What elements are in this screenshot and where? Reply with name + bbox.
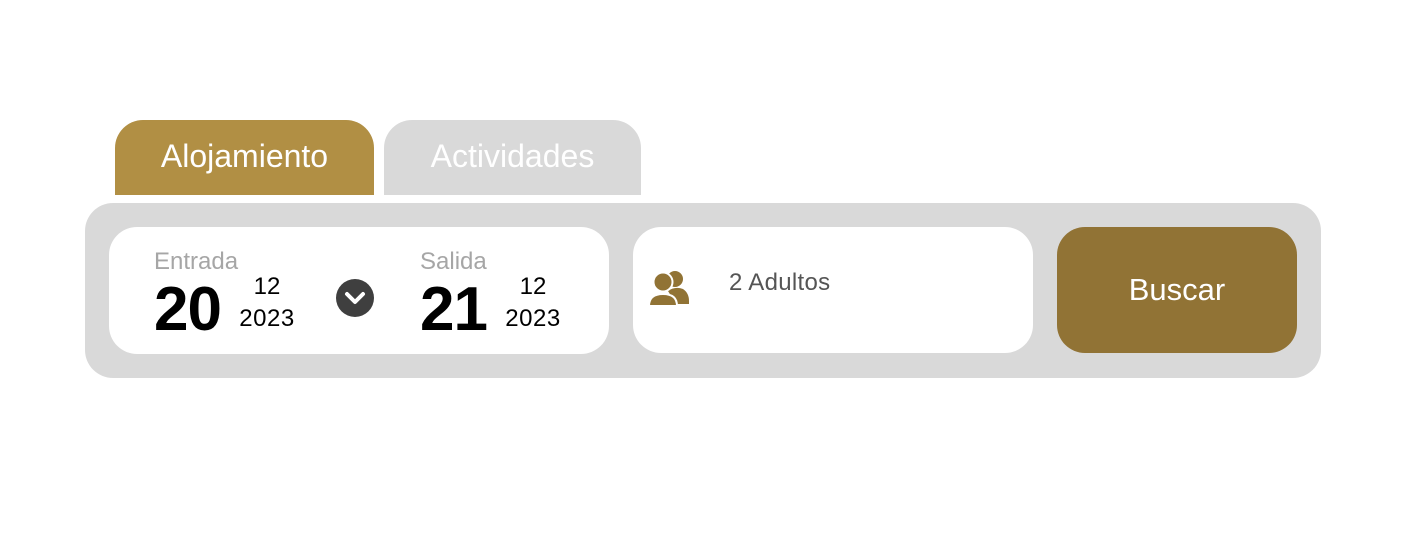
tab-accommodation[interactable]: Alojamiento — [115, 120, 374, 195]
tab-activities[interactable]: Actividades — [384, 120, 641, 195]
users-icon — [647, 269, 690, 309]
guests-value: 2 Adultos — [729, 269, 831, 296]
checkout-day: 21 — [420, 275, 488, 344]
checkout-year: 2023 — [505, 305, 561, 332]
checkout-label: Salida — [420, 248, 487, 275]
search-button[interactable]: Buscar — [1057, 227, 1297, 353]
guests-selector[interactable]: 2 Adultos — [633, 227, 1033, 353]
date-range-selector[interactable]: Entrada 20 12 2023 Salida 21 12 2023 — [109, 227, 609, 354]
chevron-down-icon[interactable] — [336, 279, 374, 317]
search-panel: Entrada 20 12 2023 Salida 21 12 2023 — [85, 203, 1321, 378]
checkin-year: 2023 — [239, 305, 295, 332]
checkin-month: 12 — [253, 273, 281, 300]
checkin-day: 20 — [154, 275, 222, 344]
checkout-month: 12 — [519, 273, 547, 300]
checkin-label: Entrada — [154, 248, 239, 275]
